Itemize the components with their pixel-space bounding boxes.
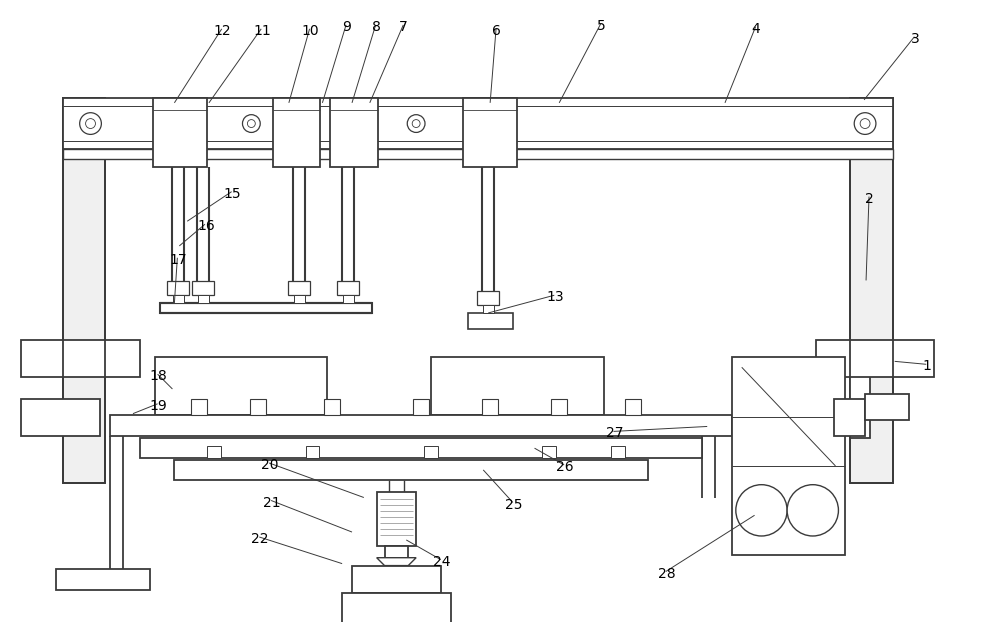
Bar: [343, 295, 354, 303]
Bar: [463, 98, 517, 167]
Bar: [551, 399, 567, 414]
Bar: [337, 282, 359, 295]
Bar: [160, 303, 372, 313]
Bar: [306, 446, 319, 458]
Bar: [324, 399, 340, 414]
Text: 27: 27: [606, 426, 623, 441]
Bar: [153, 98, 207, 167]
Text: 15: 15: [224, 187, 241, 201]
Text: 12: 12: [214, 24, 231, 38]
Bar: [63, 98, 105, 483]
Bar: [424, 446, 438, 458]
Bar: [611, 446, 625, 458]
Bar: [625, 399, 641, 414]
Circle shape: [80, 113, 101, 135]
Bar: [174, 460, 648, 480]
Text: 9: 9: [342, 20, 351, 34]
Text: 17: 17: [169, 253, 187, 267]
Bar: [167, 282, 189, 295]
Text: 2: 2: [865, 192, 874, 205]
Circle shape: [860, 118, 870, 128]
Bar: [352, 566, 441, 593]
Circle shape: [86, 118, 95, 128]
Bar: [173, 295, 184, 303]
Bar: [834, 399, 865, 436]
Bar: [56, 568, 150, 590]
Bar: [385, 546, 408, 558]
Text: 8: 8: [372, 20, 381, 34]
Bar: [140, 438, 702, 458]
Bar: [110, 414, 732, 436]
Text: 24: 24: [433, 555, 450, 569]
Bar: [63, 149, 893, 159]
Text: 25: 25: [505, 498, 522, 511]
Text: 28: 28: [658, 567, 675, 580]
Bar: [850, 98, 893, 483]
Text: 11: 11: [253, 24, 271, 38]
Text: 21: 21: [263, 496, 281, 510]
Bar: [191, 399, 207, 414]
Text: 6: 6: [492, 24, 501, 38]
Text: 1: 1: [922, 359, 931, 373]
Bar: [21, 340, 140, 377]
Bar: [413, 399, 429, 414]
Bar: [288, 282, 310, 295]
Bar: [477, 291, 499, 305]
Text: 5: 5: [597, 19, 605, 33]
Bar: [431, 357, 604, 414]
Text: 19: 19: [150, 399, 167, 413]
Bar: [155, 357, 327, 414]
Text: 10: 10: [302, 24, 319, 38]
Bar: [63, 98, 893, 149]
Circle shape: [247, 120, 255, 128]
Bar: [273, 98, 320, 167]
Bar: [482, 399, 498, 414]
Text: 3: 3: [910, 32, 919, 46]
Circle shape: [407, 115, 425, 133]
Bar: [468, 313, 513, 329]
Circle shape: [787, 485, 838, 536]
Bar: [377, 491, 416, 546]
Bar: [63, 98, 105, 483]
Bar: [816, 340, 934, 377]
Bar: [542, 446, 556, 458]
Bar: [330, 98, 378, 167]
Circle shape: [242, 115, 260, 133]
Circle shape: [412, 120, 420, 128]
Bar: [732, 357, 845, 555]
Bar: [865, 394, 909, 419]
Text: 7: 7: [399, 20, 408, 34]
Text: 4: 4: [752, 22, 760, 36]
Text: 16: 16: [197, 219, 215, 233]
Bar: [342, 593, 451, 626]
Text: 22: 22: [251, 532, 269, 546]
Text: 13: 13: [546, 290, 564, 304]
Bar: [850, 98, 893, 483]
Bar: [198, 295, 209, 303]
Circle shape: [736, 485, 787, 536]
Bar: [850, 374, 870, 438]
Text: 26: 26: [556, 460, 574, 474]
Circle shape: [854, 113, 876, 135]
Bar: [21, 399, 100, 436]
Bar: [250, 399, 266, 414]
Text: 18: 18: [150, 369, 167, 383]
Text: 20: 20: [261, 458, 279, 472]
Bar: [483, 305, 494, 313]
Polygon shape: [377, 558, 416, 566]
Bar: [207, 446, 221, 458]
Bar: [294, 295, 305, 303]
Bar: [192, 282, 214, 295]
